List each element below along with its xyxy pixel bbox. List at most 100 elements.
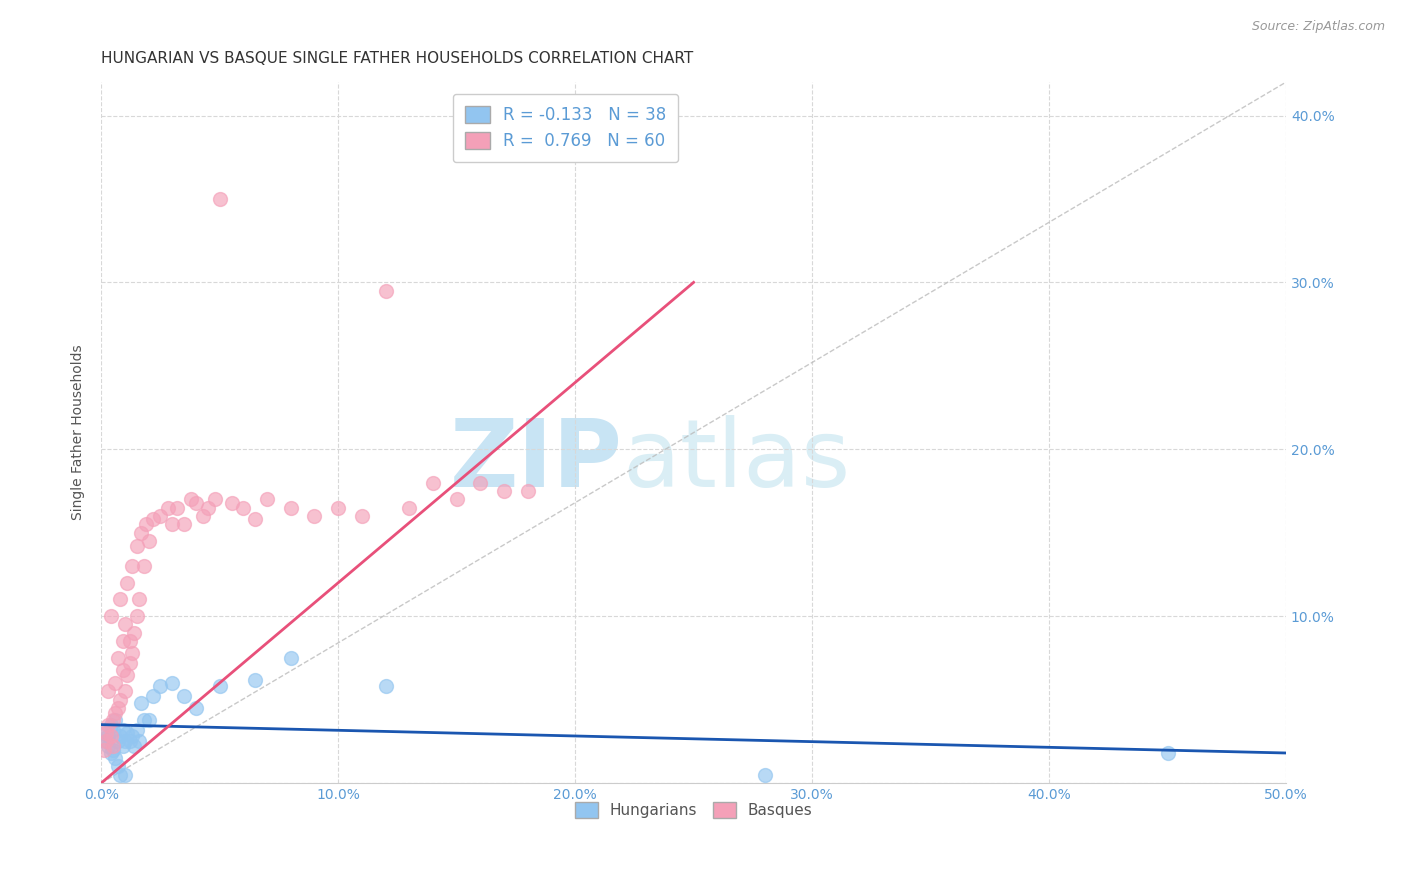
Point — [245, 512, 267, 526]
Text: atlas: atlas — [623, 415, 851, 507]
Point — [184, 701, 207, 715]
Point — [101, 713, 124, 727]
Point — [121, 646, 143, 660]
Point — [100, 609, 122, 624]
Point — [132, 559, 155, 574]
Point — [516, 483, 538, 498]
Point — [754, 767, 776, 781]
Point — [118, 734, 141, 748]
Point — [108, 767, 131, 781]
Point — [121, 559, 143, 574]
Point — [108, 592, 131, 607]
Point — [256, 492, 278, 507]
Point — [97, 739, 120, 754]
Point — [97, 717, 120, 731]
Point — [221, 496, 243, 510]
Point — [142, 690, 165, 704]
Point — [131, 696, 153, 710]
Point — [93, 742, 115, 756]
Point — [149, 509, 172, 524]
Text: Source: ZipAtlas.com: Source: ZipAtlas.com — [1251, 20, 1385, 33]
Point — [138, 713, 160, 727]
Point — [280, 500, 302, 515]
Point — [128, 734, 150, 748]
Point — [232, 500, 254, 515]
Text: ZIP: ZIP — [450, 415, 623, 507]
Point — [125, 539, 148, 553]
Point — [125, 609, 148, 624]
Point — [101, 723, 124, 737]
Point — [94, 734, 117, 748]
Point — [132, 713, 155, 727]
Point — [118, 656, 141, 670]
Point — [114, 734, 136, 748]
Point — [135, 517, 157, 532]
Point — [149, 679, 172, 693]
Point — [166, 500, 188, 515]
Point — [304, 509, 326, 524]
Point — [104, 751, 127, 765]
Point — [398, 500, 420, 515]
Point — [94, 726, 117, 740]
Point — [104, 676, 127, 690]
Point — [114, 684, 136, 698]
Y-axis label: Single Father Households: Single Father Households — [72, 345, 86, 520]
Point — [350, 509, 373, 524]
Point — [156, 500, 179, 515]
Point — [422, 475, 444, 490]
Point — [492, 483, 515, 498]
Point — [117, 575, 139, 590]
Point — [121, 729, 143, 743]
Point — [128, 592, 150, 607]
Point — [197, 500, 219, 515]
Point — [374, 679, 396, 693]
Point — [101, 739, 124, 754]
Legend: Hungarians, Basques: Hungarians, Basques — [568, 797, 818, 824]
Point — [117, 726, 139, 740]
Point — [107, 701, 129, 715]
Point — [162, 517, 184, 532]
Point — [173, 690, 195, 704]
Point — [108, 692, 131, 706]
Point — [142, 512, 165, 526]
Point — [117, 667, 139, 681]
Point — [374, 284, 396, 298]
Point — [114, 767, 136, 781]
Point — [470, 475, 492, 490]
Point — [162, 676, 184, 690]
Point — [93, 726, 115, 740]
Point — [108, 729, 131, 743]
Point — [208, 192, 231, 206]
Point — [131, 525, 153, 540]
Point — [173, 517, 195, 532]
Point — [208, 679, 231, 693]
Point — [100, 729, 122, 743]
Point — [100, 746, 122, 760]
Point — [94, 734, 117, 748]
Point — [111, 739, 134, 754]
Point — [107, 759, 129, 773]
Point — [97, 729, 120, 743]
Point — [280, 651, 302, 665]
Point — [118, 634, 141, 648]
Text: HUNGARIAN VS BASQUE SINGLE FATHER HOUSEHOLDS CORRELATION CHART: HUNGARIAN VS BASQUE SINGLE FATHER HOUSEH… — [101, 51, 693, 66]
Point — [111, 634, 134, 648]
Point — [138, 534, 160, 549]
Point — [104, 713, 127, 727]
Point — [114, 617, 136, 632]
Point — [1156, 746, 1178, 760]
Point — [204, 492, 226, 507]
Point — [111, 663, 134, 677]
Point — [245, 673, 267, 687]
Point — [124, 625, 146, 640]
Point — [101, 742, 124, 756]
Point — [124, 739, 146, 754]
Point — [328, 500, 350, 515]
Point — [104, 706, 127, 720]
Point — [184, 496, 207, 510]
Point — [107, 734, 129, 748]
Point — [111, 723, 134, 737]
Point — [97, 684, 120, 698]
Point — [100, 717, 122, 731]
Point — [107, 651, 129, 665]
